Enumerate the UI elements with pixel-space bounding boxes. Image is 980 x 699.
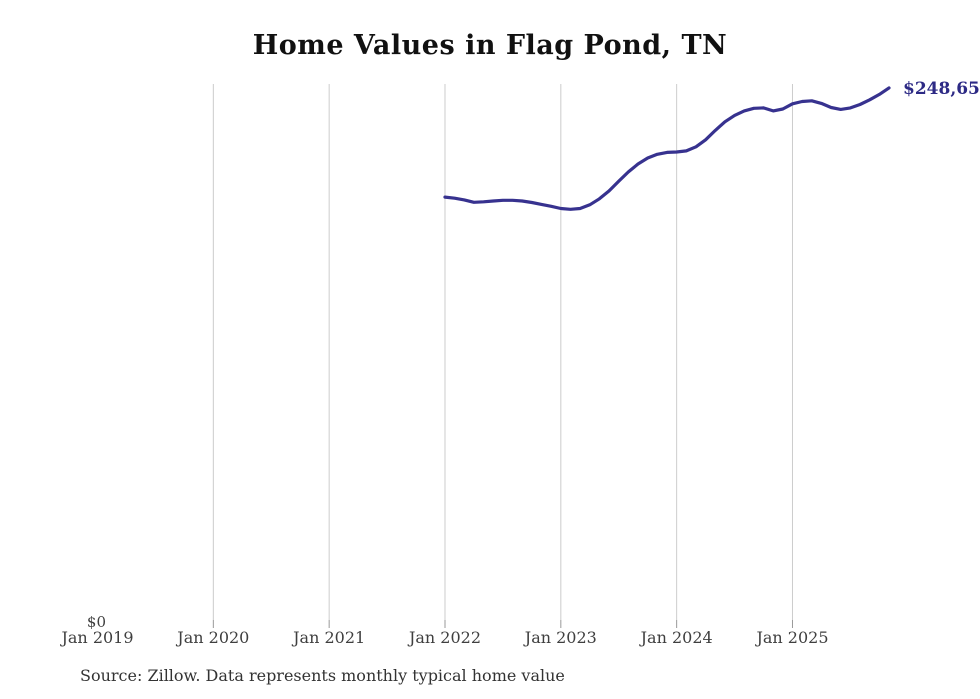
- x-axis-label: Jan 2024: [639, 628, 713, 647]
- x-axis-labels: Jan 2019 Jan 2020 Jan 2021 Jan 2022 Jan 2023…: [59, 628, 828, 647]
- source-note: Source: Zillow. Data represents monthly …: [80, 666, 565, 685]
- x-axis-label: Jan 2025: [754, 628, 828, 647]
- home-value-line: [443, 86, 891, 211]
- year-gridlines: [212, 84, 793, 620]
- current-value-label: $248,656: [903, 79, 980, 99]
- x-axis-label: Jan 2019: [59, 628, 133, 647]
- x-axis-label: Jan 2023: [523, 628, 597, 647]
- chart-title: Home Values in Flag Pond, TN: [252, 30, 728, 61]
- x-axis-label: Jan 2020: [175, 628, 249, 647]
- x-axis-label: Jan 2022: [407, 628, 481, 647]
- axis-ticks: [212, 620, 793, 628]
- x-axis-label: Jan 2021: [291, 628, 365, 647]
- y-axis-zero-label: $0: [87, 613, 106, 631]
